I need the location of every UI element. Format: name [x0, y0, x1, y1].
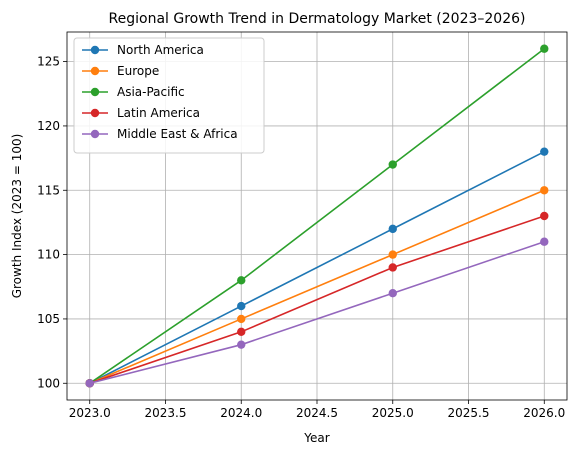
data-point [388, 250, 397, 259]
y-tick-label: 105 [37, 312, 60, 326]
x-tick-label: 2025.0 [372, 406, 414, 420]
series-line [89, 215, 545, 385]
legend-label: Asia-Pacific [117, 85, 185, 99]
legend-marker [90, 45, 100, 55]
x-tick-label: 2024.0 [220, 406, 262, 420]
y-tick-label: 115 [37, 183, 60, 197]
data-point [540, 44, 549, 53]
legend-item: Asia-Pacific [82, 85, 185, 99]
legend-item: North America [82, 43, 204, 57]
y-tick-label: 120 [37, 119, 60, 133]
data-point [388, 160, 397, 169]
data-point [388, 263, 397, 272]
y-tick-label: 125 [37, 55, 60, 69]
x-tick-label: 2023.0 [69, 406, 111, 420]
legend: North America Europe Asia-Pacific Latin Ame… [73, 37, 265, 154]
series-middle-east-africa [85, 237, 549, 388]
y-tick-label: 100 [37, 376, 60, 390]
data-point [237, 314, 246, 324]
legend-item: Middle East & Africa [82, 127, 238, 141]
data-point [237, 276, 246, 285]
legend-item: Europe [82, 64, 159, 78]
legend-label: Latin America [117, 106, 200, 120]
data-point [237, 301, 246, 311]
data-point [388, 224, 397, 234]
series-line [89, 189, 545, 385]
data-point [237, 327, 246, 337]
data-point [540, 186, 549, 195]
legend-label: Europe [117, 64, 159, 78]
y-axis-label: Growth Index (2023 = 100) [10, 134, 24, 299]
legend-marker [90, 66, 100, 76]
legend-marker [90, 129, 100, 139]
legend-label: Middle East & Africa [117, 127, 238, 141]
series-layer [85, 44, 549, 388]
x-tick-label: 2024.5 [296, 406, 338, 420]
x-axis-label: Year [303, 431, 329, 445]
legend-label: North America [117, 43, 204, 57]
series-line [89, 48, 545, 384]
data-point [540, 147, 549, 156]
data-point [237, 340, 246, 349]
axis-ticks: 2023.0 2023.5 2024.0 2024.5 2025.0 2025.5 2026… [37, 55, 565, 420]
y-tick-label: 110 [37, 248, 60, 262]
x-tick-label: 2025.5 [448, 406, 490, 420]
series-line [89, 240, 545, 385]
series-line [89, 150, 545, 384]
x-tick-label: 2026.0 [523, 406, 565, 420]
legend-marker [90, 87, 100, 97]
chart-title: Regional Growth Trend in Dermatology Mar… [109, 11, 526, 27]
legend-item: Latin America [82, 106, 200, 120]
legend-box [73, 37, 265, 154]
x-tick-label: 2023.5 [144, 406, 186, 420]
data-point [85, 379, 94, 388]
data-point [540, 237, 549, 246]
legend-marker [90, 108, 100, 118]
data-point [388, 289, 397, 298]
data-point [540, 211, 549, 221]
